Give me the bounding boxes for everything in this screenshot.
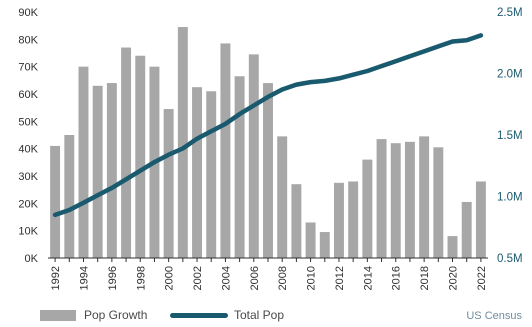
left-tick-label: 90K <box>18 7 38 19</box>
legend-item-total-pop: Total Pop <box>170 308 284 322</box>
bar-2006 <box>248 54 259 258</box>
bar-2012 <box>334 182 344 258</box>
right-tick-label: 2.0M <box>497 69 523 81</box>
bar-2007 <box>263 83 273 258</box>
bar-2000 <box>163 109 174 259</box>
x-tick-label: 2006 <box>249 266 261 290</box>
left-tick-label: 80K <box>18 34 38 46</box>
bar-2018 <box>419 136 430 258</box>
bar-series-pop-growth <box>50 27 486 259</box>
combo-chart: 0K 10K 20K 30K 40K 50K 60K 70K 80K 90K 0.5M 1.0M 1.… <box>18 7 523 290</box>
right-tick-label: 1.5M <box>497 130 523 142</box>
x-tick-label: 1994 <box>78 266 90 290</box>
bar-2005 <box>234 76 245 258</box>
x-tick-label: 2016 <box>391 266 403 290</box>
bar-2009 <box>291 184 302 258</box>
bar-2008 <box>277 136 288 258</box>
bar-2013 <box>348 181 359 258</box>
source-note: US Census <box>466 310 522 322</box>
bar-2022 <box>475 181 486 258</box>
bar-1998 <box>135 55 146 258</box>
legend-swatch-bar <box>40 309 76 321</box>
x-tick-label: 1998 <box>135 266 147 290</box>
left-tick-label: 30K <box>18 171 38 183</box>
right-tick-label: 0.5M <box>497 253 523 265</box>
line-series-total-pop <box>52 33 484 218</box>
bar-1993 <box>64 135 75 258</box>
legend-swatch-line <box>170 312 228 318</box>
x-tick-label: 2018 <box>419 266 431 290</box>
bar-2019 <box>433 147 444 258</box>
x-tick-label: 2020 <box>448 266 460 290</box>
x-tick-label: 1996 <box>107 266 119 290</box>
bar-1997 <box>121 47 132 259</box>
left-tick-label: 10K <box>18 226 38 238</box>
x-tick-label: 2008 <box>277 266 289 290</box>
x-tick-label: 2000 <box>164 266 176 290</box>
bar-2010 <box>305 222 316 258</box>
bar-1994 <box>78 66 89 259</box>
x-tick-label: 2014 <box>362 266 374 290</box>
right-tick-label: 1.0M <box>497 192 523 204</box>
bar-2017 <box>404 141 415 258</box>
x-tick-label: 1992 <box>50 266 62 290</box>
left-tick-label: 40K <box>18 144 38 156</box>
left-axis-ticks: 0K 10K 20K 30K 40K 50K 60K 70K 80K 90K <box>18 7 38 265</box>
bar-2015 <box>376 139 387 258</box>
left-tick-label: 60K <box>18 89 38 101</box>
legend: Pop Growth Total Pop US Census <box>0 308 532 327</box>
bar-1996 <box>106 83 117 258</box>
x-tick-label: 2022 <box>476 266 488 290</box>
bar-1995 <box>92 85 103 258</box>
right-tick-label: 2.5M <box>497 7 523 19</box>
bar-2003 <box>206 91 217 259</box>
bar-2021 <box>461 201 472 258</box>
bar-2002 <box>192 87 202 259</box>
left-tick-label: 0K <box>25 253 39 265</box>
x-tick-label: 2010 <box>306 266 318 290</box>
bar-2011 <box>319 232 330 258</box>
bar-2001 <box>177 27 188 259</box>
bar-2016 <box>390 143 401 258</box>
legend-label-total-pop: Total Pop <box>234 308 285 322</box>
x-axis-ticks: 1992 1994 1996 1998 2000 2002 2004 2006 2008 2010… <box>50 258 488 290</box>
x-tick-label: 2004 <box>220 266 232 290</box>
left-tick-label: 20K <box>18 198 38 210</box>
left-tick-label: 50K <box>18 116 38 128</box>
legend-label-pop-growth: Pop Growth <box>84 308 148 322</box>
right-axis-ticks: 0.5M 1.0M 1.5M 2.0M 2.5M <box>497 7 523 265</box>
bar-1992 <box>50 145 61 258</box>
bar-2020 <box>447 236 458 258</box>
legend-item-pop-growth: Pop Growth <box>40 308 147 322</box>
x-tick-label: 2002 <box>192 266 204 290</box>
x-tick-label: 2012 <box>334 266 346 290</box>
bar-2014 <box>362 159 373 258</box>
bar-2004 <box>220 43 231 258</box>
left-tick-label: 70K <box>18 62 38 74</box>
